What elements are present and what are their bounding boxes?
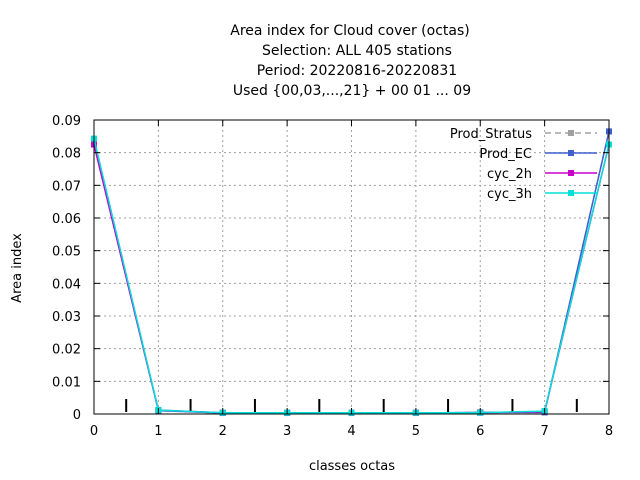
x-tick-label: 5 [412, 424, 420, 439]
y-tick-label: 0.01 [52, 375, 81, 390]
y-tick-label: 0.04 [52, 277, 81, 292]
x-tick-label: 0 [90, 424, 98, 439]
chart-title: Area index for Cloud cover (octas) Selec… [230, 23, 471, 99]
y-tick-label: 0.03 [52, 310, 81, 325]
legend-label: cyc_2h [487, 167, 532, 182]
x-tick-label: 1 [154, 424, 162, 439]
y-tick-label: 0.08 [52, 147, 81, 162]
legend-swatch-marker [568, 130, 574, 136]
x-axis-label: classes octas [309, 459, 395, 474]
legend-swatch-marker [568, 190, 574, 196]
y-tick-label: 0.09 [52, 114, 81, 129]
y-tick-label: 0 [73, 408, 81, 423]
x-axis-ticks: 0 1 2 3 4 5 6 7 8 [90, 120, 613, 439]
title-line-2: Selection: ALL 405 stations [262, 43, 452, 59]
series-line [93, 144, 610, 414]
x-tick-label: 3 [283, 424, 291, 439]
y-tick-label: 0.07 [52, 179, 81, 194]
legend-swatch-marker [568, 150, 574, 156]
legend-label: Prod_EC [479, 147, 532, 162]
x-tick-label: 7 [540, 424, 548, 439]
x-tick-label: 2 [219, 424, 227, 439]
legend-label: Prod_Stratus [450, 127, 532, 142]
y-axis-label: Area index [10, 233, 25, 303]
title-line-3: Period: 20220816-20220831 [257, 63, 457, 79]
x-tick-label: 6 [476, 424, 484, 439]
minor-ticks [125, 399, 578, 412]
y-tick-label: 0.02 [52, 343, 81, 358]
grid [94, 120, 609, 414]
legend: Prod_Stratus Prod_EC cyc_2h cyc_3h [450, 127, 597, 202]
title-line-1: Area index for Cloud cover (octas) [230, 23, 469, 39]
y-axis-ticks: 0 0.01 0.02 0.03 0.04 0.05 0.06 0.07 0.08 0.09 [52, 114, 609, 423]
legend-swatch-marker [568, 170, 574, 176]
legend-label: cyc_3h [487, 187, 532, 202]
x-tick-label: 4 [347, 424, 355, 439]
y-tick-label: 0.05 [52, 245, 81, 260]
y-tick-label: 0.06 [52, 212, 81, 227]
title-line-4: Used {00,03,...,21} + 00 01 ... 09 [233, 83, 471, 99]
x-tick-label: 8 [605, 424, 613, 439]
